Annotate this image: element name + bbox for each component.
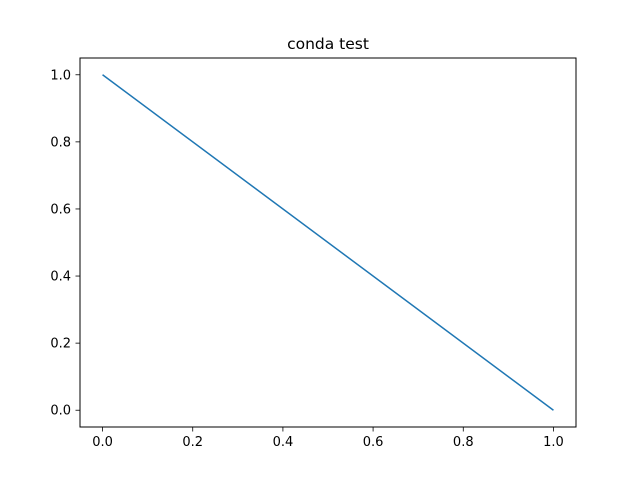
y-tick-label: 0.4 <box>50 270 71 285</box>
x-tick-label: 1.0 <box>543 435 564 450</box>
chart-title: conda test <box>287 35 369 53</box>
x-tick-label: 0.6 <box>363 435 384 450</box>
x-tick-label: 0.2 <box>182 435 203 450</box>
y-tick-label: 0.6 <box>50 202 71 217</box>
y-tick-label: 0.0 <box>50 404 71 419</box>
x-tick-label: 0.0 <box>92 435 113 450</box>
axes-frame <box>79 57 577 428</box>
y-tick-label: 0.2 <box>50 337 71 352</box>
y-tick-label: 1.0 <box>50 68 71 83</box>
y-axis: 0.0 0.2 0.4 0.6 0.8 1.0 <box>50 68 80 419</box>
plot-area <box>102 74 554 411</box>
series-line-0 <box>102 74 554 411</box>
x-tick-label: 0.4 <box>273 435 294 450</box>
x-axis: 0.0 0.2 0.4 0.6 0.8 1.0 <box>92 427 564 450</box>
y-tick-label: 0.8 <box>50 135 71 150</box>
x-tick-label: 0.8 <box>453 435 474 450</box>
